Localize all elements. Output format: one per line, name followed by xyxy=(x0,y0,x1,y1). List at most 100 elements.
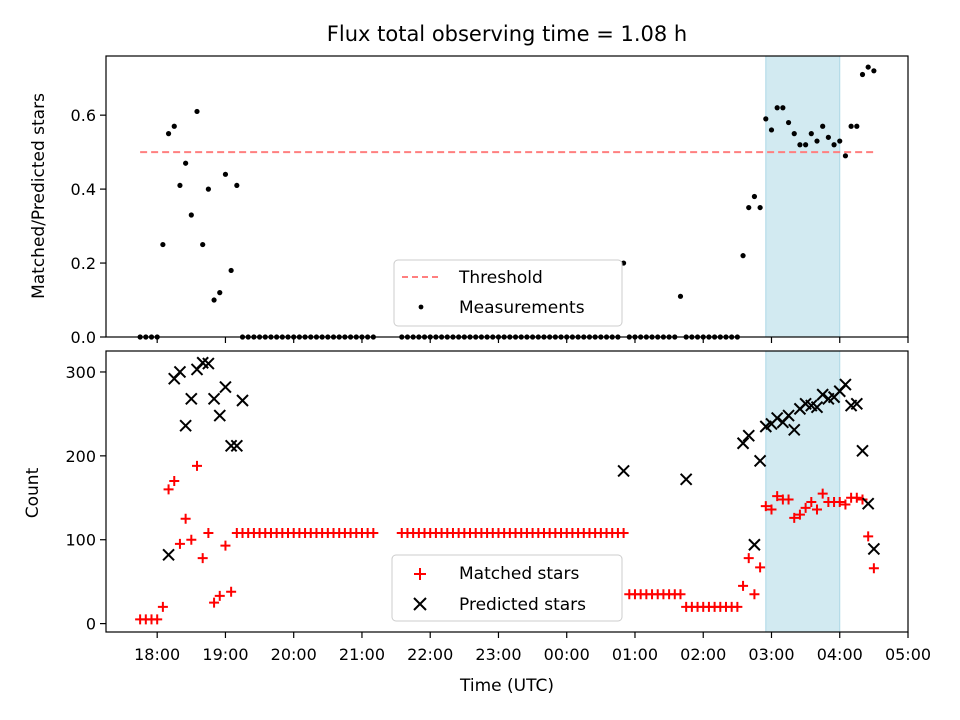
y-tick-label: 0.6 xyxy=(71,106,96,125)
predicted-stars-point xyxy=(850,397,864,411)
legend-predicted-swatch xyxy=(413,597,427,611)
matched-stars-point xyxy=(226,586,237,597)
matched-stars-point xyxy=(851,492,862,503)
legend-threshold-label: Threshold xyxy=(458,268,543,288)
x-tick-label: 00:00 xyxy=(544,645,590,664)
predicted-stars-point xyxy=(179,419,192,432)
predicted-stars-point xyxy=(617,464,630,478)
matched-stars-point xyxy=(800,502,811,513)
matched-stars-point xyxy=(169,476,180,487)
measurement-point xyxy=(854,123,860,129)
matched-stars-point xyxy=(755,562,766,573)
matched-stars-point xyxy=(766,504,777,515)
matched-stars-point xyxy=(618,528,629,539)
top-panel: 0.0 0.2 0.4 0.6 Matched/Predicted stars Thr… xyxy=(29,55,909,347)
matched-stars-point xyxy=(157,601,168,612)
measurement-point xyxy=(871,68,877,74)
measurement-point xyxy=(842,153,849,159)
matched-stars-point xyxy=(163,484,174,495)
measurement-point xyxy=(785,119,792,126)
measurement-point xyxy=(751,193,758,200)
predicted-stars-point xyxy=(173,365,187,379)
measurement-point xyxy=(808,131,814,137)
top-axes-frame xyxy=(105,55,909,338)
x-tick-label: 21:00 xyxy=(339,645,385,664)
predicted-stars-point xyxy=(679,473,693,486)
bottom-panel: 0 100 200 300 18:00 19:00 20:00 21:00 22:00 23:0… xyxy=(23,350,931,664)
y-tick-label: 0.2 xyxy=(71,254,96,273)
predicted-stars-point xyxy=(748,538,761,551)
measurement-point xyxy=(831,142,837,148)
measurement-point xyxy=(677,293,684,299)
x-tick-label: 22:00 xyxy=(407,645,453,664)
legend-matched-swatch xyxy=(414,568,426,580)
y-tick-label: 300 xyxy=(65,363,96,382)
bottom-y-axis-label: Count xyxy=(23,467,43,518)
measurement-point xyxy=(165,131,172,137)
predicted-stars-point xyxy=(867,542,881,556)
measurement-point xyxy=(768,127,775,133)
predicted-stars-point xyxy=(162,548,175,562)
matched-stars-point xyxy=(192,460,203,471)
predicted-stars-point xyxy=(839,378,852,391)
y-tick-label: 0.4 xyxy=(71,180,96,199)
predicted-stars-point xyxy=(202,357,215,370)
top-legend-box xyxy=(393,259,623,327)
predicted-stars-point xyxy=(236,394,249,407)
matched-stars-point xyxy=(197,553,208,564)
matched-stars-point xyxy=(783,494,794,505)
matched-stars-point xyxy=(863,531,874,542)
predicted-stars-point xyxy=(213,409,226,422)
matched-stars-point xyxy=(180,513,191,524)
matched-stars-point xyxy=(675,589,686,600)
measurement-point xyxy=(183,160,189,166)
measurement-point xyxy=(200,241,206,248)
matched-stars-point xyxy=(840,499,851,510)
measurement-point xyxy=(757,204,763,211)
measurement-point xyxy=(865,64,871,70)
predicted-stars-point xyxy=(816,388,829,401)
y-tick-label: 0.0 xyxy=(71,328,96,347)
top-x-ticks xyxy=(156,337,909,343)
matched-stars-point xyxy=(732,601,743,612)
predicted-stars-point xyxy=(185,392,198,406)
measurement-point xyxy=(797,142,803,148)
legend-matched-label: Matched stars xyxy=(459,564,579,584)
y-tick-label: 0 xyxy=(86,615,96,634)
matched-stars-point xyxy=(749,589,760,600)
bottom-points xyxy=(135,356,881,625)
x-tick-label: 23:00 xyxy=(475,645,521,664)
measurement-point xyxy=(205,186,211,192)
top-y-axis-label: Matched/Predicted stars xyxy=(29,93,49,299)
figure-title: Flux total observing time = 1.08 h xyxy=(327,22,687,46)
measurement-point xyxy=(763,116,769,122)
matched-stars-point xyxy=(794,509,805,520)
predicted-stars-point xyxy=(736,437,750,450)
matched-stars-point xyxy=(834,496,845,507)
predicted-stars-point xyxy=(810,400,824,414)
shaded-observing-span xyxy=(765,55,841,338)
measurement-point xyxy=(780,105,786,111)
matched-stars-point xyxy=(186,534,197,545)
measurement-point xyxy=(222,171,229,177)
top-legend: Threshold Measurements xyxy=(393,259,623,327)
measurement-point xyxy=(746,204,752,211)
matched-stars-point xyxy=(209,597,220,608)
predicted-stars-point xyxy=(207,392,221,406)
matched-stars-point xyxy=(806,496,817,507)
x-tick-label: 05:00 xyxy=(885,645,931,664)
measurement-point xyxy=(791,131,797,137)
x-tick-label: 02:00 xyxy=(680,645,726,664)
predicted-stars-point xyxy=(742,429,755,442)
legend-measurements-label: Measurements xyxy=(459,298,585,318)
bottom-legend: Matched stars Predicted stars xyxy=(391,554,623,622)
matched-stars-point xyxy=(760,501,771,512)
measurement-point xyxy=(217,290,223,296)
matched-stars-point xyxy=(174,538,185,549)
predicted-stars-point xyxy=(788,423,801,437)
x-tick-label: 03:00 xyxy=(748,645,794,664)
y-tick-label: 100 xyxy=(65,531,96,550)
x-tick-label: 19:00 xyxy=(202,645,248,664)
measurement-point xyxy=(188,212,194,218)
